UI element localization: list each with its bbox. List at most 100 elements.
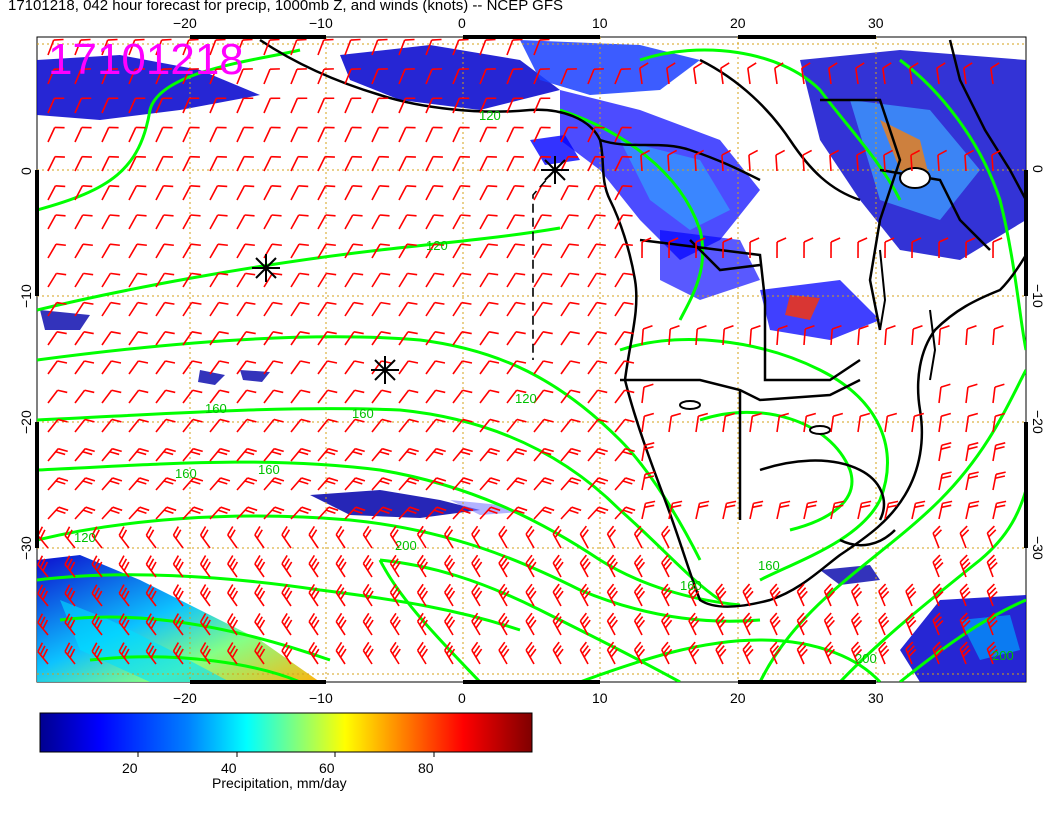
wind-barb: [47, 477, 69, 491]
wind-barb: [182, 506, 204, 520]
wind-barb: [850, 583, 863, 607]
wind-barb: [965, 383, 978, 404]
wind-barb: [506, 97, 524, 114]
wind-barb: [992, 383, 1005, 404]
lon-tick-label: 30: [868, 690, 884, 706]
wind-barb: [227, 555, 239, 578]
wind-barb: [344, 301, 364, 317]
wind-barb: [290, 360, 311, 375]
wind-barb: [47, 243, 66, 259]
wind-barb: [209, 38, 226, 56]
wind-barb: [74, 68, 91, 85]
wind-barb: [209, 477, 231, 491]
wind-barb: [525, 612, 537, 636]
wind-barb: [64, 555, 76, 578]
wind-barb: [91, 555, 103, 578]
wind-barb: [344, 214, 363, 230]
wind-barb: [823, 583, 835, 607]
wind-barb: [910, 149, 921, 172]
wind-barb: [560, 126, 578, 143]
wind-barb: [47, 389, 68, 404]
wind-barb: [471, 554, 483, 578]
wind-barb: [878, 583, 890, 607]
wind-barb: [317, 330, 337, 346]
wind-barb: [882, 62, 892, 85]
wind-barb: [398, 301, 418, 317]
wind-barb: [371, 68, 388, 85]
wind-barb: [614, 506, 636, 520]
wind-barb: [155, 418, 176, 433]
wind-barb: [145, 555, 157, 578]
asterisk-marker: [252, 254, 280, 282]
wind-barb: [371, 447, 392, 462]
wind-barb: [74, 185, 93, 201]
wind-barb: [425, 126, 443, 143]
wind-barb: [769, 641, 781, 665]
wind-barb: [587, 243, 606, 259]
wind-barb: [452, 38, 469, 56]
wind-barb: [155, 330, 175, 346]
wind-barb: [128, 477, 150, 491]
wind-barb: [560, 214, 579, 230]
wind-barb: [479, 126, 497, 143]
wind-barb: [281, 554, 293, 578]
wind-barb: [560, 272, 580, 288]
wind-barb: [641, 324, 653, 346]
wind-barb: [749, 324, 761, 346]
wind-barb: [398, 185, 417, 201]
wind-barb: [371, 155, 389, 172]
wind-barb: [444, 583, 456, 607]
wind-barb: [74, 272, 94, 288]
wind-barb: [992, 237, 1003, 259]
wind-barb: [290, 330, 310, 346]
wind-barb: [209, 97, 227, 114]
wind-barb: [101, 214, 120, 230]
wind-barb: [182, 389, 203, 404]
wind-barb: [236, 126, 254, 143]
wind-barb: [335, 641, 347, 665]
wind-barb: [857, 412, 871, 433]
wind-barb: [425, 155, 443, 172]
wind-barb: [398, 447, 419, 462]
wind-barb: [118, 526, 130, 549]
wind-barb: [172, 555, 184, 578]
wind-barb: [884, 324, 896, 346]
wind-barb: [452, 389, 473, 404]
wind-barb: [155, 214, 174, 230]
wind-barb: [471, 612, 483, 636]
wind-barb: [128, 272, 148, 288]
wind-barb: [425, 214, 444, 230]
wind-barb: [317, 38, 334, 56]
wind-barb: [155, 126, 173, 143]
wind-barb: [64, 526, 76, 549]
lat-tick-label: 0: [18, 167, 34, 175]
wind-barb: [986, 641, 998, 665]
wind-barb: [425, 272, 445, 288]
inland-water-bodies: [679, 167, 937, 435]
wind-barb: [633, 641, 646, 665]
wind-barb: [992, 442, 1006, 462]
wind-barb: [776, 237, 787, 259]
wind-barb: [498, 641, 510, 665]
wind-barb: [344, 97, 362, 114]
wind-barb: [425, 506, 447, 520]
contour-label: 120: [515, 391, 537, 406]
wind-barbs: [37, 38, 1007, 665]
wind-barb: [209, 506, 231, 520]
wind-barb: [74, 330, 94, 346]
wind-barb: [236, 68, 253, 85]
wind-barb: [263, 506, 285, 520]
wind-barb: [614, 243, 633, 259]
wind-barb: [641, 500, 656, 520]
wind-barb: [145, 642, 157, 665]
wind-barb: [830, 412, 844, 433]
wind-barb: [290, 301, 310, 317]
wind-barb: [199, 555, 211, 578]
wind-barb: [317, 185, 336, 201]
wind-barb: [479, 272, 499, 288]
wind-barb: [614, 214, 633, 230]
wind-barb: [479, 330, 499, 346]
wind-barb: [479, 38, 496, 56]
wind-barb: [587, 418, 608, 433]
wind-barb: [145, 526, 157, 549]
